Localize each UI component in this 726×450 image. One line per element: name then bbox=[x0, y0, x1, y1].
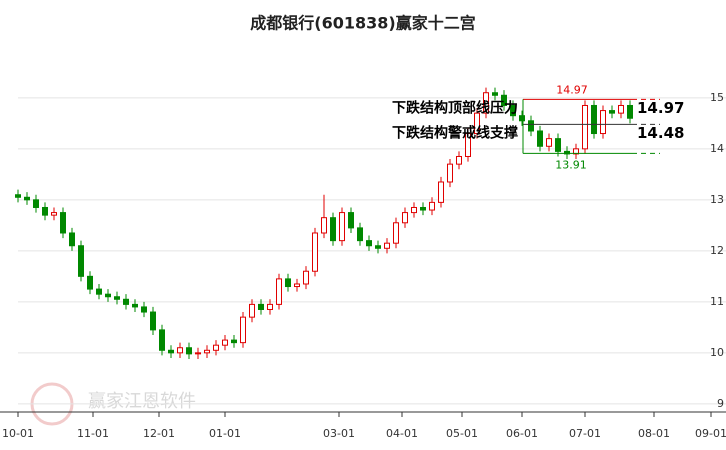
candle-body bbox=[366, 240, 372, 247]
candle-body bbox=[294, 283, 300, 288]
candle-body bbox=[87, 275, 93, 290]
x-tick-label: 01-01 bbox=[209, 427, 241, 440]
candle-body bbox=[420, 206, 426, 211]
candle-body bbox=[411, 206, 417, 214]
candle-body bbox=[501, 94, 507, 106]
level-label: 下跌结构警戒线支撑 bbox=[392, 124, 518, 141]
candle-body bbox=[492, 92, 498, 96]
candle-body bbox=[348, 212, 354, 229]
candle-body bbox=[483, 92, 489, 114]
candle-body bbox=[555, 138, 561, 152]
candle-body bbox=[168, 349, 174, 354]
candle-body bbox=[105, 293, 111, 298]
candle-body bbox=[465, 133, 471, 157]
candle-body bbox=[474, 112, 480, 135]
candle-body bbox=[258, 303, 264, 310]
candle-body bbox=[609, 110, 615, 114]
candle-body bbox=[132, 303, 138, 308]
candle-body bbox=[159, 329, 165, 351]
candle-body bbox=[402, 212, 408, 224]
candle-body bbox=[150, 311, 156, 331]
candle-body bbox=[141, 306, 147, 313]
candle-body bbox=[582, 104, 588, 150]
candle-body bbox=[24, 196, 30, 201]
candle-body bbox=[438, 181, 444, 203]
candle-body bbox=[591, 104, 597, 135]
y-tick-label: 10 bbox=[710, 346, 724, 359]
y-tick-label: 13 bbox=[710, 193, 724, 206]
candle-body bbox=[231, 339, 237, 344]
x-tick-label: 07-01 bbox=[569, 427, 601, 440]
candle-body bbox=[456, 155, 462, 165]
x-tick-label: 03-01 bbox=[323, 427, 355, 440]
candle-body bbox=[447, 163, 453, 183]
candle-body bbox=[51, 212, 57, 216]
candle-body bbox=[78, 245, 84, 277]
level-value: 14.48 bbox=[637, 124, 684, 142]
y-tick-label: 12 bbox=[710, 244, 724, 257]
candle-body bbox=[429, 201, 435, 211]
x-tick-label: 11-01 bbox=[77, 427, 109, 440]
candle-body bbox=[123, 298, 129, 305]
candle-body bbox=[564, 150, 570, 155]
candle-body bbox=[384, 242, 390, 249]
chart-title: 成都银行(601838)赢家十二宫 bbox=[250, 14, 475, 33]
candle-body bbox=[96, 288, 102, 295]
candle-body bbox=[114, 296, 120, 300]
candle-body bbox=[276, 278, 282, 305]
candle-body bbox=[627, 104, 633, 119]
x-tick-label: 04-01 bbox=[386, 427, 418, 440]
candle-body bbox=[537, 130, 543, 147]
candle-body bbox=[339, 212, 345, 242]
candle-body bbox=[267, 303, 273, 310]
candle-body bbox=[312, 232, 318, 272]
candle-body bbox=[69, 232, 75, 247]
y-tick-label: 11 bbox=[710, 295, 724, 308]
candle-body bbox=[285, 278, 291, 288]
candle-body bbox=[33, 199, 39, 208]
candle-body bbox=[195, 352, 201, 355]
candle-body bbox=[60, 212, 66, 234]
candle-body bbox=[42, 206, 48, 216]
candle-body bbox=[15, 194, 21, 198]
y-tick-label: 9 bbox=[717, 397, 724, 410]
x-tick-label: 09-01 bbox=[695, 427, 726, 440]
candle-body bbox=[546, 138, 552, 147]
candle-body bbox=[393, 222, 399, 244]
watermark-text: 赢家江恩软件 bbox=[88, 390, 196, 412]
y-tick-label: 15 bbox=[710, 91, 724, 104]
candle-body bbox=[330, 217, 336, 242]
candle-body bbox=[204, 349, 210, 354]
candle-body bbox=[573, 148, 579, 155]
x-tick-label: 08-01 bbox=[638, 427, 670, 440]
candle-body bbox=[357, 227, 363, 242]
candle-body bbox=[240, 316, 246, 344]
candle-body bbox=[375, 245, 381, 249]
candle-body bbox=[303, 270, 309, 285]
level-value: 14.97 bbox=[637, 99, 684, 117]
x-tick-label: 05-01 bbox=[446, 427, 478, 440]
candle-body bbox=[519, 115, 525, 122]
candle-body bbox=[600, 110, 606, 135]
candle-body bbox=[528, 120, 534, 132]
top-price-label: 14.97 bbox=[556, 83, 588, 96]
candle-body bbox=[249, 303, 255, 318]
candle-body bbox=[321, 217, 327, 234]
x-tick-label: 06-01 bbox=[506, 427, 538, 440]
low-price-label: 13.91 bbox=[555, 158, 587, 171]
candle-body bbox=[186, 347, 192, 355]
x-tick-label: 10-01 bbox=[2, 427, 34, 440]
level-label: 下跌结构顶部线压力 bbox=[392, 99, 518, 116]
x-tick-label: 12-01 bbox=[143, 427, 175, 440]
y-tick-label: 14 bbox=[710, 142, 724, 155]
candle-body bbox=[177, 347, 183, 354]
candle-body bbox=[618, 104, 624, 114]
candle-body bbox=[510, 104, 516, 117]
candle-body bbox=[222, 339, 228, 346]
candle-body bbox=[213, 344, 219, 351]
